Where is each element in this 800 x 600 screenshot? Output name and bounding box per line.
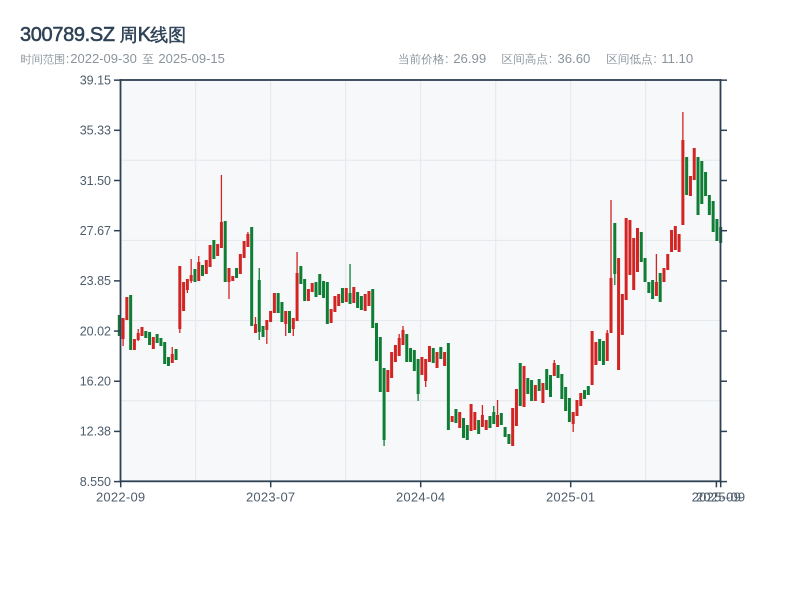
svg-text::: : bbox=[445, 51, 449, 66]
svg-text:2025-09: 2025-09 bbox=[696, 490, 745, 505]
svg-text:K: K bbox=[138, 24, 152, 46]
svg-text:39.15: 39.15 bbox=[80, 74, 111, 88]
svg-text:8.550: 8.550 bbox=[80, 475, 111, 489]
svg-text:2022-09: 2022-09 bbox=[96, 490, 145, 505]
svg-text:2024-04: 2024-04 bbox=[396, 490, 445, 505]
svg-text:31.50: 31.50 bbox=[80, 174, 111, 188]
svg-text:12.38: 12.38 bbox=[80, 425, 111, 439]
svg-text::: : bbox=[653, 51, 657, 66]
svg-text:300789.SZ: 300789.SZ bbox=[20, 24, 115, 46]
svg-text:2023-07: 2023-07 bbox=[246, 490, 295, 505]
svg-text::: : bbox=[549, 51, 553, 66]
svg-text:20.02: 20.02 bbox=[80, 324, 111, 338]
svg-text:16.20: 16.20 bbox=[80, 375, 111, 389]
svg-text:2022-09-30: 2022-09-30 bbox=[70, 51, 137, 66]
svg-text:2025-09-15: 2025-09-15 bbox=[158, 51, 225, 66]
svg-text::: : bbox=[66, 51, 70, 66]
svg-text:36.60: 36.60 bbox=[557, 51, 590, 66]
svg-text:26.99: 26.99 bbox=[453, 51, 486, 66]
svg-text:11.10: 11.10 bbox=[661, 51, 693, 66]
svg-text:35.33: 35.33 bbox=[80, 124, 111, 138]
svg-text:23.85: 23.85 bbox=[80, 274, 111, 288]
svg-text:2025-09: 2025-09 bbox=[692, 490, 741, 505]
svg-text:2025-01: 2025-01 bbox=[546, 490, 595, 505]
svg-text:27.67: 27.67 bbox=[80, 224, 111, 238]
